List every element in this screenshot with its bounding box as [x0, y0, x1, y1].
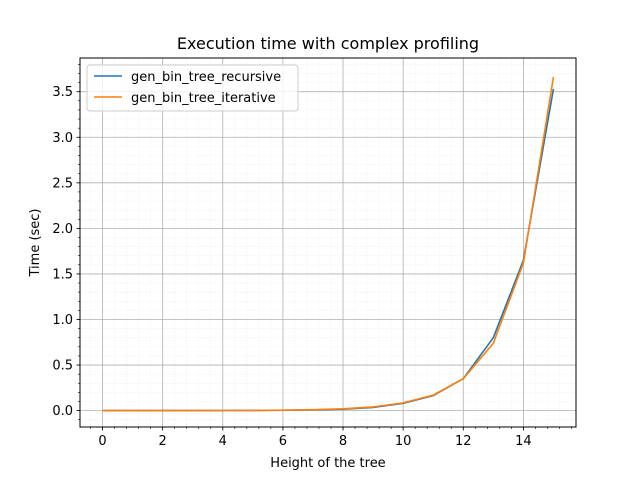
- legend-label-iterative: gen_bin_tree_iterative: [131, 91, 276, 106]
- y-tick-label: 3.0: [52, 131, 73, 146]
- x-tick-label: 2: [159, 434, 167, 449]
- x-tick-label: 6: [279, 434, 287, 449]
- y-tick-label: 3.5: [52, 85, 73, 100]
- legend-box: [86, 64, 299, 112]
- x-tick-label: 14: [515, 434, 532, 449]
- x-tick-label: 8: [339, 434, 347, 449]
- y-tick-label: 1.5: [52, 267, 73, 282]
- y-tick-label: 0.5: [52, 359, 73, 374]
- y-tick-label: 2.5: [52, 176, 73, 191]
- x-axis-title: Height of the tree: [270, 456, 385, 471]
- y-tick-label: 1.0: [52, 313, 73, 328]
- ticks: 0 2 4 6 8 10 12 14 0.0 0.5 1.0 1.5 2.0 2.5 3.0 3.5: [52, 64, 572, 449]
- y-axis-title: Time (sec): [28, 208, 43, 277]
- x-tick-label: 0: [98, 434, 106, 449]
- legend-label-recursive: gen_bin_tree_recursive: [131, 70, 281, 85]
- x-tick-label: 4: [219, 434, 227, 449]
- y-tick-label: 2.0: [52, 222, 73, 237]
- series-line-1: [102, 77, 555, 412]
- chart-title: Execution time with complex profiling: [177, 34, 479, 53]
- legend: gen_bin_tree_recursive gen_bin_tree_iter…: [86, 64, 299, 112]
- x-tick-label: 10: [395, 434, 412, 449]
- plot-frame: [79, 57, 577, 428]
- x-tick-label: 12: [455, 434, 472, 449]
- y-tick-label: 0.0: [52, 404, 73, 419]
- series-layer: [102, 77, 555, 412]
